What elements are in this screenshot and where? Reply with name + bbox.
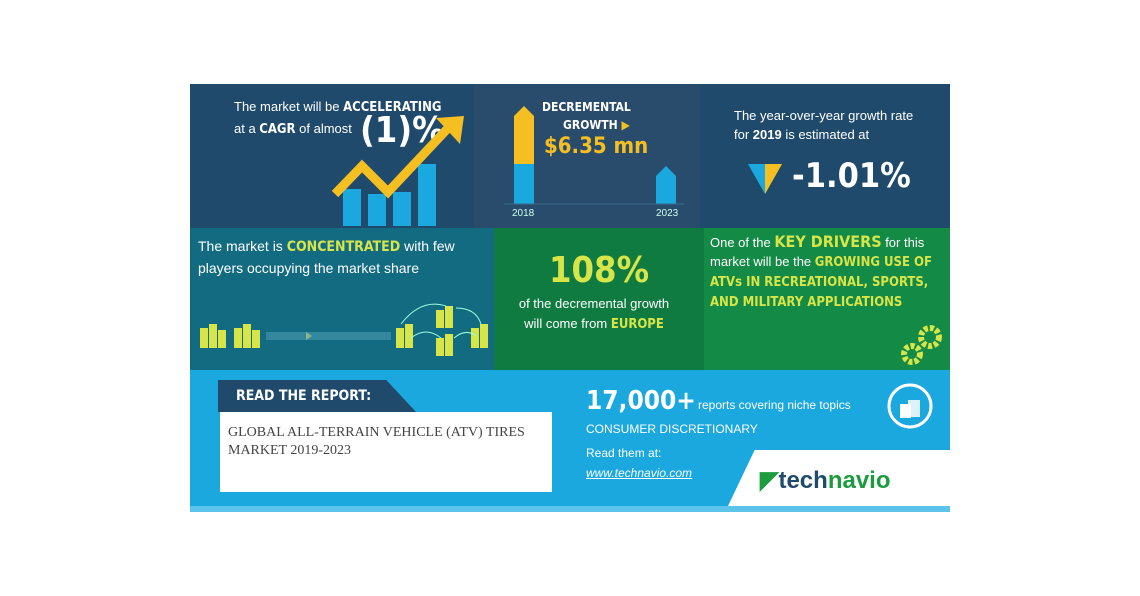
region-value: 108%: [548, 250, 650, 291]
cagr-label: CAGR: [259, 122, 296, 137]
growth-arrow-chart-icon: [331, 116, 464, 226]
region-emph: EUROPE: [610, 317, 664, 332]
growth-bars: [504, 106, 684, 205]
region-panel: 108% of the decremental growth will come…: [494, 228, 704, 370]
drivers-emph2: GROWING USE OF ATVs IN RECREATIONAL, SPO…: [710, 255, 932, 310]
growth-title2: GROWTH: [563, 118, 618, 132]
region-text: of the decremental growth: [518, 296, 670, 311]
yoy-text2: for: [734, 127, 753, 142]
cagr-text: The market will be: [234, 99, 344, 114]
category: CONSUMER DISCRETIONARY: [586, 422, 758, 436]
read-label: Read them at:: [586, 446, 662, 460]
yoy-text3: is estimated at: [781, 127, 870, 142]
logo-text-b: navio: [827, 467, 891, 494]
shopping-bags-icon: [887, 383, 933, 429]
cagr-text2: at a: [234, 121, 260, 136]
report-card[interactable]: GLOBAL ALL-TERRAIN VEHICLE (ATV) TIRES M…: [220, 412, 552, 492]
concentration-panel: The market is CONCENTRATED with few play…: [190, 228, 494, 370]
drivers-emph: KEY DRIVERS: [774, 232, 882, 251]
cagr-text3: of almost: [295, 121, 352, 136]
year-start: 2018: [512, 208, 535, 219]
report-count-desc: reports covering niche topics: [698, 398, 851, 412]
logo-area: [728, 450, 950, 506]
conc-text: The market is: [198, 238, 287, 254]
technavio-logo: ◤technavio: [760, 466, 891, 495]
drivers-text2: for this: [881, 235, 925, 250]
logo-text-a: tech: [778, 467, 828, 494]
report-tag: READ THE REPORT:: [218, 380, 416, 412]
gears-icon: [901, 325, 942, 365]
region-text2: will come from: [524, 316, 611, 331]
conc-text3: players occupying the market share: [198, 260, 419, 276]
buildings-icon: [200, 303, 488, 356]
yoy-year: 2019: [752, 127, 782, 142]
conc-emph: CONCENTRATED: [286, 239, 401, 255]
technavio-link[interactable]: www.technavio.com: [586, 466, 693, 480]
report-count: 17,000+: [586, 386, 696, 416]
growth-panel: DECREMENTAL GROWTH ▶ $6.35 mn 2018 2023: [474, 84, 700, 228]
growth-value: $6.35 mn: [544, 134, 649, 159]
logo-mark-icon: ◤: [760, 467, 779, 494]
promo-panel: READ THE REPORT: GLOBAL ALL-TERRAIN VEHI…: [190, 370, 950, 512]
conc-text2: with few: [400, 238, 455, 254]
cagr-panel: The market will be ACCELERATING at a CAG…: [190, 84, 474, 228]
yoy-panel: The year-over-year growth rate for 2019 …: [700, 84, 950, 228]
cagr-emph: ACCELERATING: [343, 100, 442, 115]
drivers-panel: One of the KEY DRIVERS for this market w…: [704, 228, 950, 370]
yoy-text: The year-over-year growth rate: [734, 108, 914, 123]
drivers-text: One of the: [710, 235, 775, 250]
year-end: 2023: [656, 208, 679, 219]
report-title[interactable]: GLOBAL ALL-TERRAIN VEHICLE (ATV) TIRES M…: [228, 425, 525, 458]
yoy-value: -1.01%: [792, 156, 911, 196]
play-icon: ▶: [621, 118, 630, 132]
drivers-text3: market will be the: [710, 254, 815, 269]
down-triangle-icon: [748, 164, 782, 194]
growth-title: DECREMENTAL: [542, 100, 631, 114]
